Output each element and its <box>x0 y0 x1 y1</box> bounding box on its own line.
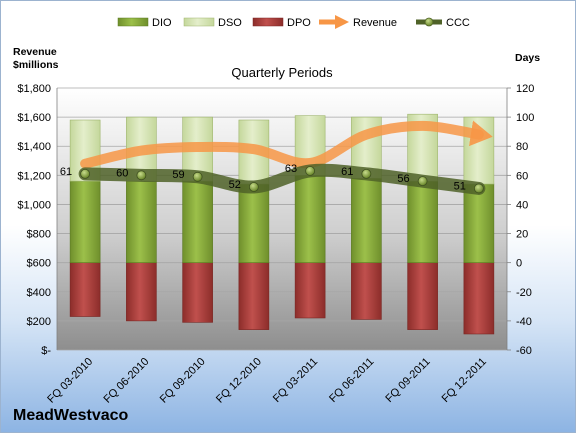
right-tick-label: 120 <box>516 83 534 95</box>
left-tick-label: $600 <box>27 258 51 270</box>
left-tick-label: $1,000 <box>17 199 51 211</box>
legend-label-dpo: DPO <box>287 17 311 29</box>
right-tick-label: 100 <box>516 112 534 124</box>
chart-title: Quarterly Periods <box>231 65 333 80</box>
ccc-data-label: 51 <box>454 180 466 192</box>
dio-bar <box>351 177 382 263</box>
x-category-label: FQ 03-2011 <box>271 356 320 405</box>
legend-revenue-arrowhead <box>335 15 349 29</box>
left-tick-label: $1,600 <box>17 112 51 124</box>
x-category-label: FQ 12-2010 <box>214 356 264 406</box>
ccc-data-label: 59 <box>172 169 184 181</box>
x-category-label: FQ 06-2011 <box>327 356 376 405</box>
left-tick-label: $200 <box>27 316 51 328</box>
ccc-point <box>305 166 316 176</box>
ccc-point <box>473 183 484 194</box>
right-tick-label: 0 <box>516 258 522 270</box>
ccc-point <box>192 171 203 182</box>
dso-bar <box>463 116 495 185</box>
dpo-bar <box>69 262 101 317</box>
line-series: 61 60 59 52 63 61 56 51 <box>60 120 493 195</box>
dpo-bar <box>351 262 382 320</box>
x-category-label: FQ 09-2011 <box>383 356 432 405</box>
legend-swatch-dpo <box>252 17 284 27</box>
dpo-bar <box>463 262 495 335</box>
dpo-bar <box>126 262 157 322</box>
ccc-data-label: 52 <box>229 179 241 191</box>
right-tick-label: -20 <box>516 287 532 299</box>
dio-bar <box>182 180 213 263</box>
legend-swatch-dso <box>183 17 215 27</box>
legend-label-dso: DSO <box>218 17 242 29</box>
dio-bar <box>407 180 438 263</box>
ccc-data-label: 56 <box>397 173 409 185</box>
ccc-point <box>417 176 428 187</box>
ccc-data-label: 60 <box>116 167 128 179</box>
ccc-point <box>80 168 91 179</box>
legend: DIO DSO DPO Revenue CCC <box>117 15 470 29</box>
ccc-point <box>136 170 147 181</box>
ccc-data-label: 63 <box>285 163 297 175</box>
ccc-data-label: 61 <box>60 166 72 178</box>
legend-label-revenue: Revenue <box>353 17 397 29</box>
dio-bar <box>463 183 495 263</box>
right-tick-label: 40 <box>516 199 528 211</box>
left-tick-label: $800 <box>27 229 51 241</box>
left-tick-label: $1,400 <box>17 141 51 153</box>
dio-bar <box>294 175 326 263</box>
ccc-point <box>248 182 259 192</box>
ccc-data-label: 61 <box>341 166 353 178</box>
legend-label-ccc: CCC <box>446 17 470 29</box>
legend-label-dio: DIO <box>152 17 172 29</box>
right-tick-label: 20 <box>516 229 528 241</box>
left-tick-label: $1,200 <box>17 170 51 182</box>
right-tick-label: 60 <box>516 170 528 182</box>
dio-bar <box>126 180 157 263</box>
dio-bar <box>69 180 101 263</box>
left-tick-label: $1,800 <box>17 83 51 95</box>
right-tick-label: -40 <box>516 316 532 328</box>
company-name: MeadWestvaco <box>13 407 129 424</box>
dpo-bar <box>238 262 270 330</box>
legend-swatch-dio <box>117 17 149 27</box>
dpo-bar <box>182 262 213 323</box>
dpo-bar <box>294 262 326 319</box>
right-axis-title: Days <box>515 52 540 64</box>
x-category-label: FQ 03-2010 <box>45 356 95 406</box>
dpo-bar <box>407 262 438 330</box>
left-axis-title-line2: $millions <box>13 59 59 71</box>
right-tick-label: 80 <box>516 141 528 153</box>
x-category-label: FQ 06-2010 <box>102 356 152 406</box>
ccc-point <box>361 168 372 179</box>
x-category-label: FQ 09-2010 <box>158 356 208 406</box>
left-axis-title-line1: Revenue <box>13 46 57 58</box>
legend-swatch-ccc-dot <box>424 17 434 27</box>
left-tick-label: $400 <box>27 287 51 299</box>
x-category-label: FQ 12-2011 <box>440 356 489 405</box>
dio-bar <box>238 183 270 263</box>
left-tick-label: $- <box>41 345 51 357</box>
revenue-line <box>80 120 493 169</box>
right-tick-label: -60 <box>516 345 532 357</box>
